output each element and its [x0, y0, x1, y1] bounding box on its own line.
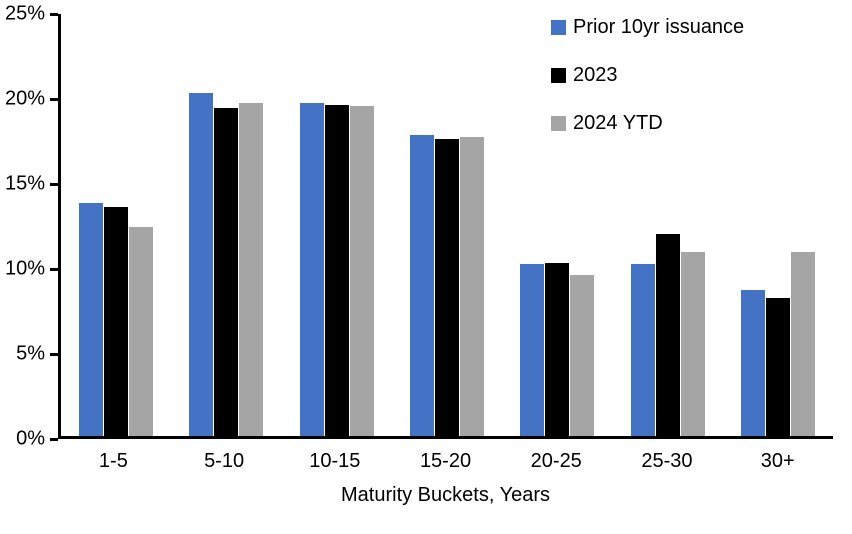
legend-label: 2023 — [573, 64, 618, 86]
legend-item: 2023 — [551, 64, 744, 87]
bar-group-20-25 — [502, 14, 612, 436]
legend-item: 2024 YTD — [551, 112, 744, 135]
legend-swatch-icon — [551, 20, 566, 35]
bar-group-25-30 — [612, 14, 722, 436]
legend: Prior 10yr issuance 2023 2024 YTD — [551, 16, 744, 135]
x-axis-category-label: 25-30 — [641, 450, 693, 472]
bar — [79, 203, 104, 436]
x-axis-category-label: 20-25 — [530, 450, 582, 472]
bar-group-1-5 — [61, 14, 171, 436]
legend-label: 2024 YTD — [573, 112, 663, 134]
bar-group-30+ — [723, 14, 833, 436]
bar — [790, 252, 815, 436]
x-axis-category-label: 10-15 — [309, 450, 361, 472]
bar — [765, 298, 790, 436]
y-axis-tick-label: 10% — [4, 257, 45, 280]
y-axis-tick — [50, 12, 58, 16]
y-axis-tick-label: 15% — [4, 172, 45, 195]
bar — [545, 262, 570, 436]
legend-swatch-icon — [551, 116, 566, 131]
x-axis-category-label: 1-5 — [98, 450, 128, 472]
x-axis-category-label: 15-20 — [419, 450, 472, 472]
plot-area — [50, 12, 833, 441]
bar — [214, 107, 239, 436]
bar — [520, 264, 545, 436]
x-axis-title: Maturity Buckets, Years — [341, 484, 550, 506]
x-axis-labels: 1-5 5-10 10-15 15-20 20-25 25-30 30+ — [58, 450, 833, 473]
x-axis-category-label: 30+ — [760, 450, 795, 472]
bar — [299, 102, 324, 436]
y-axis-tick-label: 25% — [4, 2, 45, 25]
y-axis-tick — [50, 182, 58, 186]
x-axis-category-label: 5-10 — [204, 450, 245, 472]
bar — [570, 274, 595, 436]
y-axis-tick-labels: 0% 5% 10% 15% 20% 25% — [0, 3, 45, 450]
bar-groups — [61, 14, 833, 436]
bar — [630, 264, 655, 436]
bar — [680, 252, 705, 436]
bar — [239, 102, 264, 436]
bar — [129, 226, 154, 436]
bar — [349, 106, 374, 436]
bar — [104, 206, 129, 436]
bar-group-15-20 — [392, 14, 502, 436]
legend-item: Prior 10yr issuance — [551, 16, 744, 39]
bar — [409, 135, 434, 436]
bar — [434, 138, 459, 436]
y-axis-tick — [50, 97, 58, 101]
bar — [740, 289, 765, 436]
bar — [459, 136, 484, 436]
legend-label: Prior 10yr issuance — [573, 16, 745, 38]
y-axis-tick-label: 0% — [16, 427, 45, 450]
bar — [324, 104, 349, 436]
bar — [189, 92, 214, 436]
bar-group-5-10 — [171, 14, 281, 436]
y-axis-tick — [50, 352, 58, 356]
bar — [655, 233, 680, 436]
y-axis-tick-label: 20% — [4, 87, 45, 110]
y-axis-tick-label: 5% — [16, 342, 45, 365]
bar-group-10-15 — [282, 14, 392, 436]
legend-swatch-icon — [551, 68, 566, 83]
y-axis-tick — [50, 437, 58, 441]
y-axis-tick — [50, 267, 58, 271]
